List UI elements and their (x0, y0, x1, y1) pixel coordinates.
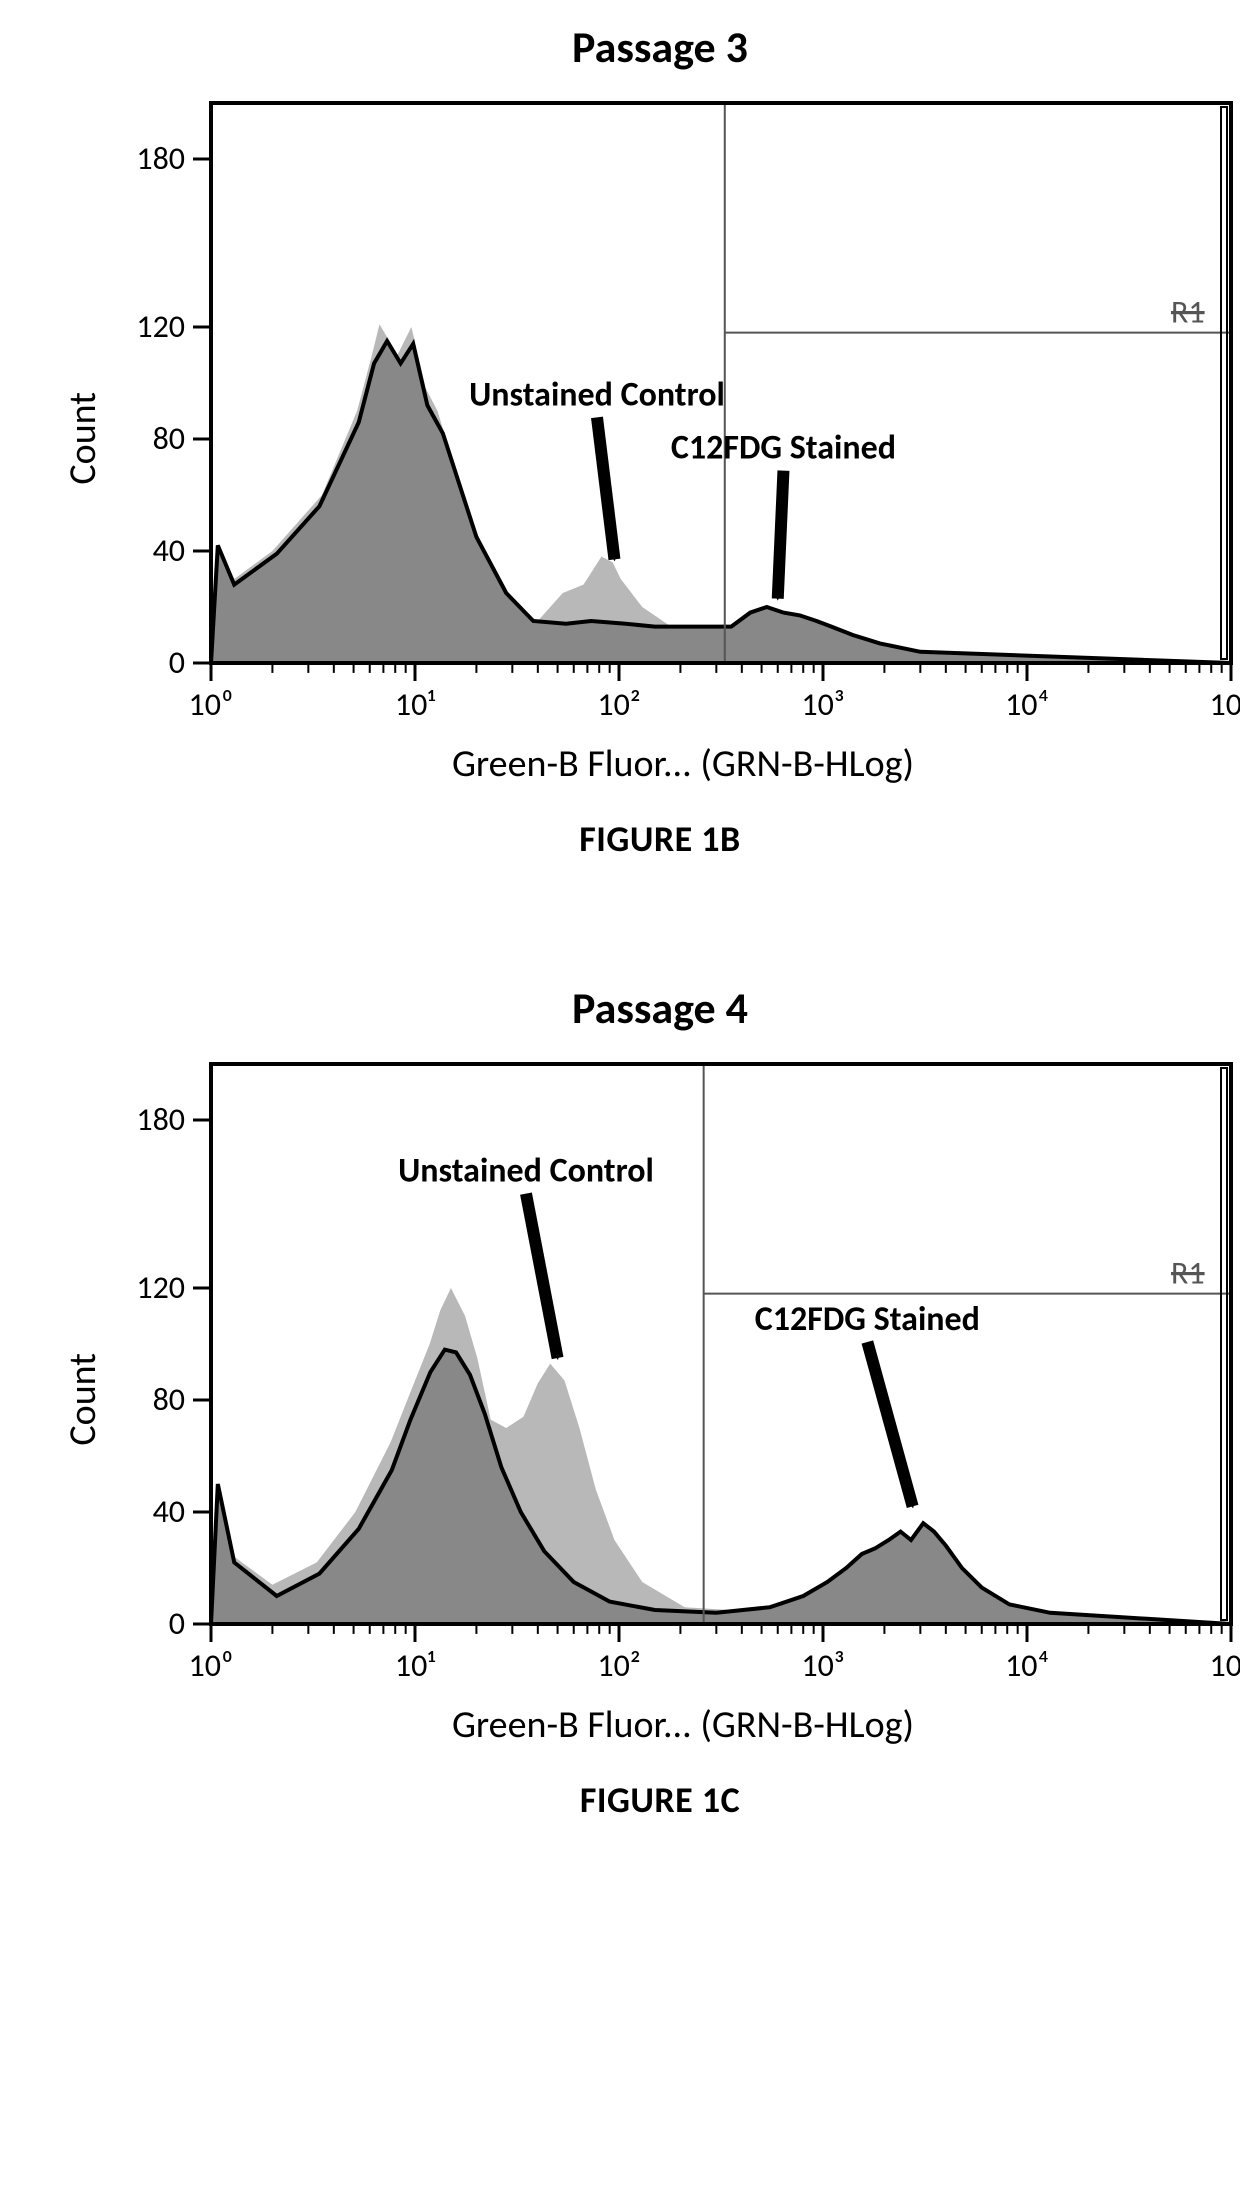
x-tick-label: 10³ (801, 1646, 844, 1685)
plot-border-inner (1221, 107, 1227, 659)
annotation-arrow (867, 1342, 912, 1506)
y-tick-label: 80 (153, 419, 185, 458)
y-tick-label: 80 (153, 1380, 185, 1419)
x-axis-label: Green-B Fluor... (GRN-B-HLog) (121, 741, 1240, 787)
plot-border-inner (1221, 1068, 1227, 1620)
plot-column: R1 Unstained Control C12FDG Stained 10⁰ 10¹ 1… (121, 89, 1240, 787)
figure-block: Passage 3CountR1Unstained ControlC12FDG … (40, 20, 1200, 861)
chart-title: Passage 4 (120, 981, 1200, 1035)
annotation-text: C12FDG Stained (755, 1299, 980, 1340)
x-tick-label: 10² (597, 1646, 640, 1685)
x-tick-label: 10⁰ (189, 1646, 234, 1685)
y-tick-label: 40 (153, 531, 185, 570)
plot-column: R1 Unstained Control C12FDG Stained 10⁰ 10¹ 1… (121, 1050, 1240, 1748)
y-tick-label: 120 (136, 1268, 185, 1307)
x-tick-label: 10⁵ (1209, 685, 1240, 724)
x-tick-label: 10¹ (395, 685, 435, 724)
x-tick-label: 10⁴ (1005, 685, 1049, 724)
y-tick-label: 180 (136, 139, 185, 178)
annotation-arrow (597, 417, 614, 559)
figure-block: Passage 4CountR1Unstained ControlC12FDG … (40, 981, 1200, 1822)
chart-wrap: CountR1Unstained ControlC12FDG Stained10… (60, 89, 1200, 787)
histogram-chart: R1 Unstained Control C12FDG Stained 10⁰ 10¹ 1… (121, 1050, 1240, 1694)
gate-label: R1 (1171, 1254, 1205, 1293)
x-tick-label: 10⁴ (1005, 1646, 1049, 1685)
figures-container: Passage 3CountR1Unstained ControlC12FDG … (40, 20, 1200, 1822)
series-fill (211, 1350, 1231, 1624)
x-tick-label: 10⁰ (189, 685, 234, 724)
x-axis-label: Green-B Fluor... (GRN-B-HLog) (121, 1702, 1240, 1748)
y-axis-label: Count (60, 1353, 106, 1446)
x-tick-label: 10² (597, 685, 640, 724)
annotation-text: C12FDG Stained (671, 428, 896, 469)
y-tick-label: 40 (153, 1492, 185, 1531)
annotation-text: Unstained Control (398, 1151, 654, 1192)
x-tick-label: 10⁵ (1209, 1646, 1240, 1685)
annotation-arrow (526, 1194, 558, 1358)
annotation-text: Unstained Control (469, 374, 725, 415)
figure-caption: FIGURE 1C (120, 1778, 1200, 1822)
chart-wrap: CountR1Unstained ControlC12FDG Stained10… (60, 1050, 1200, 1748)
y-axis-label: Count (60, 392, 106, 485)
y-tick-label: 120 (136, 307, 185, 346)
gate-label: R1 (1171, 293, 1205, 332)
annotation-arrow (778, 471, 784, 599)
x-tick-label: 10³ (801, 685, 844, 724)
figure-caption: FIGURE 1B (120, 817, 1200, 861)
histogram-chart: R1 Unstained Control C12FDG Stained 10⁰ 10¹ 1… (121, 89, 1240, 733)
y-tick-label: 180 (136, 1100, 185, 1139)
x-tick-label: 10¹ (395, 1646, 435, 1685)
chart-title: Passage 3 (120, 20, 1200, 74)
y-tick-label: 0 (169, 643, 185, 682)
y-tick-label: 0 (169, 1604, 185, 1643)
